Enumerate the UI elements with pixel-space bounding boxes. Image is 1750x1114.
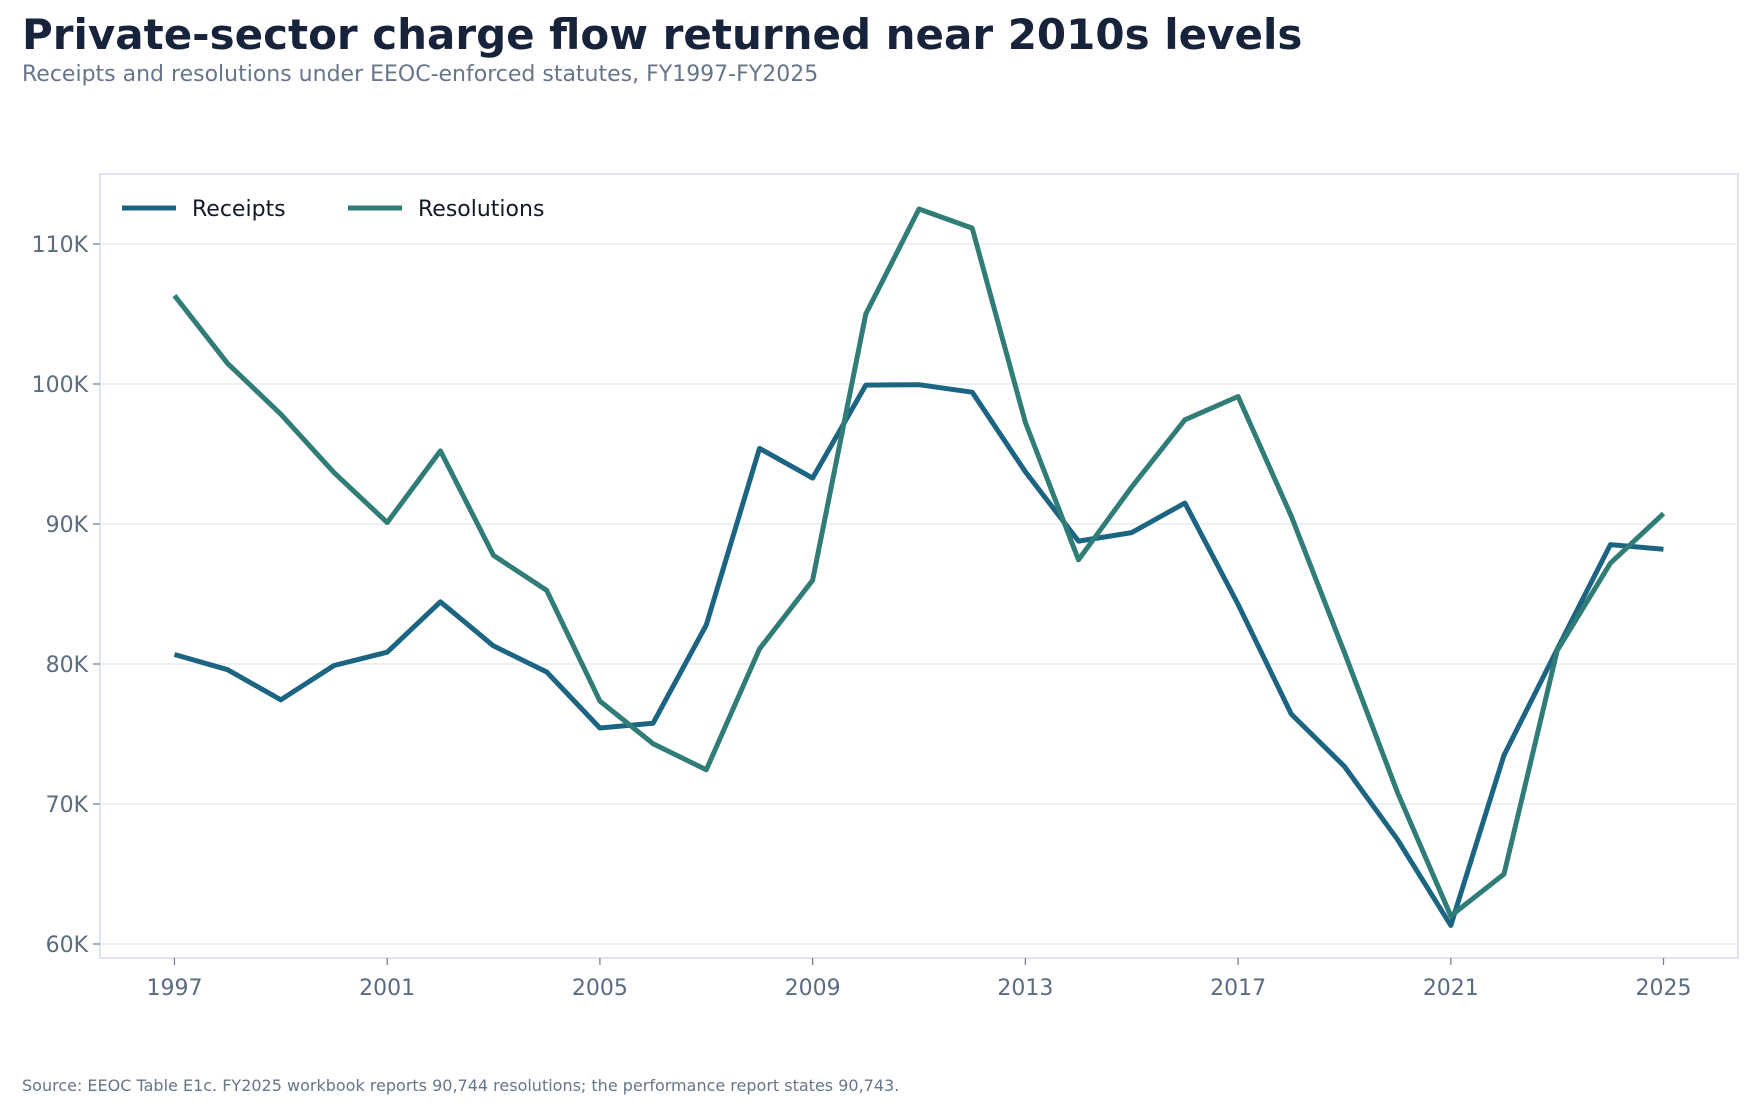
x-tick-label: 2009 (785, 976, 841, 1001)
x-tick-label: 1997 (146, 976, 202, 1001)
y-tick-label: 110K (32, 233, 89, 258)
y-tick-label: 70K (46, 793, 89, 818)
source-note: Source: EEOC Table E1c. FY2025 workbook … (22, 1076, 900, 1095)
y-tick-label: 60K (46, 933, 89, 958)
y-tick-label: 80K (46, 653, 89, 678)
series-line-receipts (173, 382, 1664, 928)
x-tick-label: 2005 (572, 976, 628, 1001)
plot-frame (99, 173, 1739, 959)
legend-label-receipts: Receipts (192, 197, 286, 222)
x-tick-label: 2021 (1423, 976, 1479, 1001)
legend-label-resolutions: Resolutions (418, 197, 544, 222)
chart-title: Private-sector charge flow returned near… (22, 10, 1303, 59)
y-tick-label: 90K (46, 513, 89, 538)
chart-subtitle: Receipts and resolutions under EEOC-enfo… (22, 62, 819, 87)
x-tick-label: 2001 (359, 976, 415, 1001)
x-tick-label: 2017 (1210, 976, 1266, 1001)
series-line-resolutions (172, 206, 1666, 919)
axis-ticks: 60K 70K 80K 90K 100K 110K 1997 2001 2005 2009 2013… (32, 233, 1692, 1001)
x-tick-label: 2025 (1636, 976, 1692, 1001)
x-tick-label: 2013 (997, 976, 1053, 1001)
legend: Receipts Resolutions (122, 197, 544, 222)
gridlines (100, 243, 1738, 945)
y-tick-label: 100K (32, 373, 89, 398)
series-lines (172, 206, 1666, 928)
